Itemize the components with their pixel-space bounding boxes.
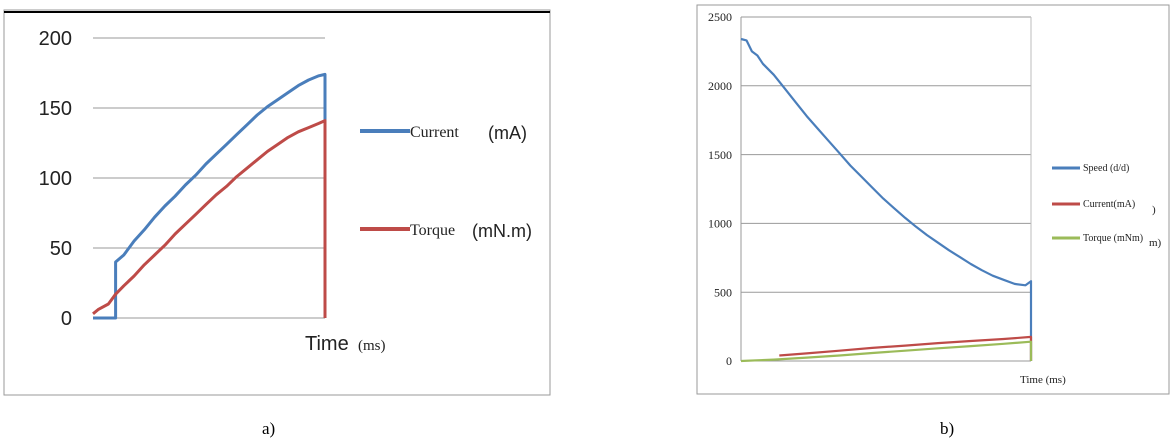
legend-label-current-unit: (mA) (488, 123, 527, 143)
y-tick-label: 1500 (708, 148, 732, 162)
y-tick-label: 0 (726, 354, 732, 368)
y-tick-label: 100 (39, 168, 72, 190)
legend-stray-paren: ) (1152, 204, 1156, 216)
y-tick-label: 0 (61, 308, 72, 330)
legend-label-speed: Speed (d/d) (1083, 163, 1129, 174)
y-tick-label: 2000 (708, 79, 732, 93)
y-tick-label: 200 (39, 28, 72, 50)
y-tick-label: 2500 (708, 10, 732, 24)
y-tick-label: 1000 (708, 217, 732, 231)
panel-a-frame (4, 10, 550, 395)
legend-label-torque-unit: (mN.m) (472, 221, 532, 241)
panel-a-caption: a) (262, 419, 275, 438)
panel-a-x-label-unit: (ms) (358, 338, 386, 354)
panel-b: 0 500 1000 1500 2000 2500 Time (ms) Speed (d/… (697, 5, 1169, 394)
legend-label-torque-b: Torque (mNm) (1083, 233, 1143, 244)
y-tick-label: 150 (39, 98, 72, 120)
legend-label-torque: Torque (410, 222, 455, 239)
panel-a: 0 50 100 150 200 Time (ms) Current (mA) Torq… (4, 10, 550, 395)
panel-a-x-label: Time (305, 333, 349, 355)
legend-label-current: Current (410, 124, 459, 141)
panel-b-x-label: Time (ms) (1020, 374, 1066, 386)
panel-b-caption: b) (940, 419, 954, 438)
legend-stray-m: m) (1149, 237, 1162, 249)
y-tick-label: 500 (714, 285, 732, 299)
y-tick-label: 50 (50, 238, 72, 260)
legend-label-current-b: Current(mA) (1083, 199, 1135, 210)
